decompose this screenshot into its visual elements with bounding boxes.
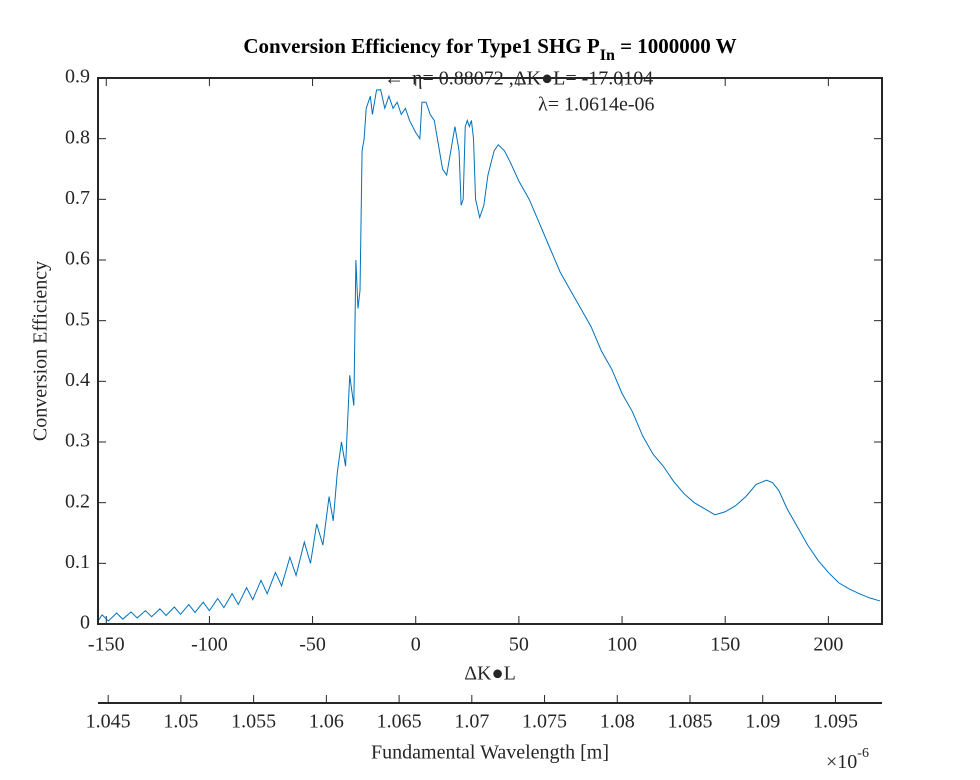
y-tick-label: 0.9 bbox=[65, 66, 90, 88]
x-tick-label: 200 bbox=[813, 634, 843, 656]
x2-tick-label: 1.085 bbox=[668, 711, 713, 733]
x-tick-label: -50 bbox=[299, 634, 326, 656]
x2-tick-label: 1.08 bbox=[600, 711, 635, 733]
title-subscript: In bbox=[600, 47, 615, 64]
y-tick-label: 0.3 bbox=[65, 430, 90, 452]
exponent-power: -6 bbox=[857, 746, 869, 761]
x2-tick-label: 1.06 bbox=[309, 711, 344, 733]
x-tick-label: -100 bbox=[191, 634, 228, 656]
y-tick-label: 0 bbox=[80, 612, 90, 634]
y-tick-label: 0.4 bbox=[65, 369, 90, 391]
x2-tick-label: 1.05 bbox=[163, 711, 198, 733]
x-axis-label: ΔK●L bbox=[464, 663, 516, 685]
y-tick-label: 0.7 bbox=[65, 187, 90, 209]
x2-exponent: ×10-6 bbox=[826, 746, 869, 772]
x2-tick-label: 1.065 bbox=[377, 711, 422, 733]
title-main: Conversion Efficiency for Type1 SHG P bbox=[243, 34, 600, 58]
x-tick-label: 0 bbox=[411, 634, 421, 656]
x2-tick-label: 1.045 bbox=[86, 711, 131, 733]
y-tick-label: 0.8 bbox=[65, 126, 90, 148]
y-tick-label: 0.6 bbox=[65, 248, 90, 270]
y-axis-label: Conversion Efficiency bbox=[30, 261, 52, 441]
y-tick-label: 0.5 bbox=[65, 308, 90, 330]
y-tick-label: 0.2 bbox=[65, 490, 90, 512]
data-line bbox=[97, 89, 881, 622]
x2-tick-label: 1.055 bbox=[231, 711, 276, 733]
title-suffix: = 1000000 W bbox=[615, 34, 737, 58]
x2-axis-label: Fundamental Wavelength [m] bbox=[371, 742, 609, 764]
x2-tick-label: 1.07 bbox=[454, 711, 489, 733]
exponent-base: ×10 bbox=[826, 751, 857, 773]
chart-title: Conversion Efficiency for Type1 SHG PIn … bbox=[243, 34, 736, 64]
x-tick-label: -150 bbox=[88, 634, 125, 656]
x2-tick-label: 1.09 bbox=[745, 711, 780, 733]
y-tick-label: 0.1 bbox=[65, 551, 90, 573]
x2-tick-label: 1.095 bbox=[813, 711, 858, 733]
x-tick-label: 50 bbox=[509, 634, 529, 656]
x-tick-label: 100 bbox=[607, 634, 637, 656]
annotation-line: λ= 1.0614e-06 bbox=[538, 94, 655, 116]
x2-tick-label: 1.075 bbox=[522, 711, 567, 733]
plot-frame bbox=[97, 77, 883, 625]
x-tick-label: 150 bbox=[710, 634, 740, 656]
